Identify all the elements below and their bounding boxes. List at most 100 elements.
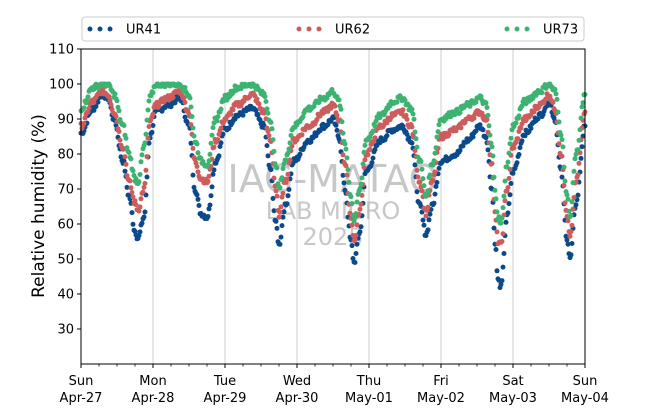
data-point xyxy=(576,137,582,143)
data-point xyxy=(344,155,350,161)
data-point xyxy=(336,97,342,103)
legend-box xyxy=(81,16,585,42)
data-point xyxy=(265,110,271,116)
data-point xyxy=(346,179,352,185)
data-point xyxy=(116,108,122,114)
data-point xyxy=(503,219,509,225)
data-point xyxy=(575,172,581,178)
data-point xyxy=(114,98,120,104)
legend-label: UR41 xyxy=(126,23,161,38)
data-point xyxy=(556,119,562,125)
data-point xyxy=(139,220,145,226)
data-point xyxy=(117,137,123,143)
data-point xyxy=(116,129,122,134)
data-point xyxy=(285,193,291,199)
data-point xyxy=(562,178,568,184)
data-point xyxy=(206,158,212,164)
data-point xyxy=(508,135,514,141)
data-point xyxy=(215,114,221,120)
data-point xyxy=(559,137,565,143)
x-tick-label-date: Apr-30 xyxy=(276,391,319,406)
data-point xyxy=(343,163,349,169)
data-point xyxy=(182,114,188,120)
data-point xyxy=(194,164,200,169)
data-point xyxy=(485,147,491,153)
data-point xyxy=(571,168,577,174)
data-point xyxy=(517,145,523,151)
data-point xyxy=(349,222,355,228)
data-point xyxy=(566,208,572,214)
x-tick-label-date: Apr-27 xyxy=(60,391,103,406)
data-point xyxy=(188,104,194,110)
data-point xyxy=(144,174,150,180)
data-point xyxy=(286,146,292,152)
data-point xyxy=(559,174,565,180)
data-point xyxy=(140,189,146,195)
data-point xyxy=(473,99,479,105)
data-point xyxy=(123,135,129,141)
data-point xyxy=(128,185,134,191)
data-point xyxy=(362,142,368,148)
data-point xyxy=(269,126,275,132)
data-point xyxy=(502,178,508,184)
data-point xyxy=(564,192,570,198)
data-point xyxy=(487,132,493,138)
data-point xyxy=(432,191,438,197)
data-point xyxy=(522,133,528,139)
data-point xyxy=(577,127,583,133)
y-axis-label: Relative humidity (%) xyxy=(29,114,49,298)
data-point xyxy=(108,102,114,108)
data-point xyxy=(491,225,497,231)
data-point xyxy=(352,236,358,242)
data-point xyxy=(550,99,556,105)
data-point xyxy=(569,199,575,205)
data-point xyxy=(426,217,432,223)
data-point xyxy=(470,134,476,140)
data-point xyxy=(498,281,504,287)
data-point xyxy=(126,150,132,156)
data-point xyxy=(133,202,139,208)
data-point xyxy=(434,134,440,140)
data-point xyxy=(569,241,575,246)
data-point xyxy=(342,141,348,147)
data-point xyxy=(106,94,112,99)
data-point xyxy=(195,196,201,202)
data-point xyxy=(568,213,574,218)
data-point xyxy=(214,118,220,124)
data-point xyxy=(254,96,260,102)
data-point xyxy=(418,158,424,164)
data-point xyxy=(580,133,586,139)
data-point xyxy=(353,251,359,256)
data-point xyxy=(209,184,215,190)
data-point xyxy=(265,128,271,134)
data-point xyxy=(145,135,151,141)
data-point xyxy=(141,184,147,190)
data-point xyxy=(480,127,486,133)
data-point xyxy=(284,176,290,182)
data-point xyxy=(505,210,511,216)
data-point xyxy=(528,125,534,131)
data-point xyxy=(216,153,222,159)
data-point xyxy=(262,94,268,100)
data-point xyxy=(432,169,438,175)
data-point xyxy=(181,95,187,101)
x-tick-label-weekday: Fri xyxy=(433,374,449,389)
data-point xyxy=(218,125,224,131)
data-point xyxy=(419,188,425,194)
data-point xyxy=(384,120,390,126)
data-point xyxy=(432,150,438,156)
data-point xyxy=(190,145,196,151)
x-tick-label-weekday: Wed xyxy=(283,374,311,389)
data-point xyxy=(384,133,390,139)
data-point xyxy=(556,141,562,147)
data-point xyxy=(570,206,576,212)
data-point xyxy=(264,143,270,149)
data-point xyxy=(228,111,234,117)
data-point xyxy=(215,137,221,143)
data-point xyxy=(81,120,87,126)
data-point xyxy=(568,252,574,258)
data-point xyxy=(421,222,427,228)
data-point xyxy=(568,229,574,235)
data-point xyxy=(506,201,512,207)
data-point xyxy=(146,98,152,104)
